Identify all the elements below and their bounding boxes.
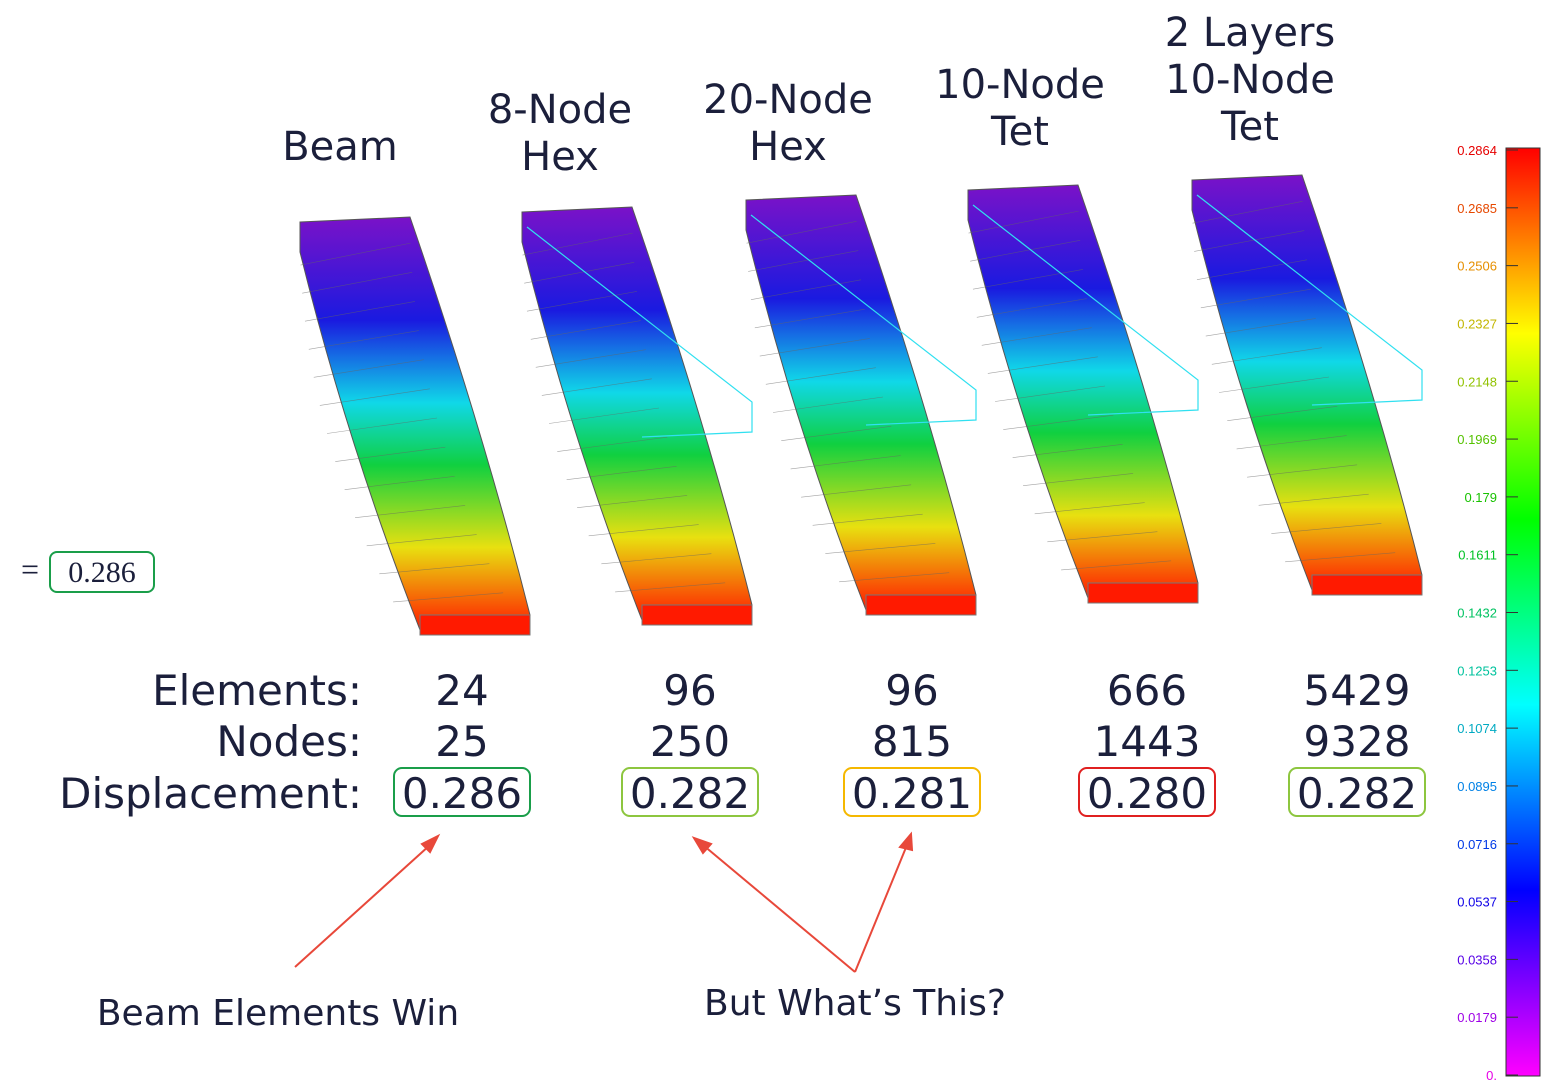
beam-renders [300,175,1422,635]
row-label: Displacement: [59,769,362,818]
formula-value: 0.286 [68,556,136,589]
column-title: Hex [521,134,599,180]
nodes-count: 1443 [1094,717,1201,766]
column-title: Hex [749,124,827,170]
elements-count: 24 [435,666,488,715]
beam-surface [1192,175,1422,590]
elements-count: 96 [885,666,938,715]
row-label: Nodes: [216,717,362,766]
formula-symbol: = [21,551,39,587]
nodes-count: 815 [872,717,952,766]
column-title: 10-Node [1165,57,1335,103]
nodes-count: 9328 [1304,717,1411,766]
beam-end [642,605,752,625]
annotation: Beam Elements Win [97,993,459,1034]
column-title: 2 Layers [1165,10,1336,56]
beam-surface [300,217,530,630]
arrow [855,845,907,972]
beam-surface [522,207,752,620]
legend-label: 0.2148 [1457,374,1497,389]
arrow-head [900,834,912,850]
annotation: But What’s This? [704,983,1006,1024]
beam-end [1088,583,1198,603]
beam-end [866,595,976,615]
column-title: Beam [282,124,398,170]
beam-surface [968,185,1198,598]
legend-label: 0.2685 [1457,201,1497,216]
page: Beam24250.2868-NodeHex962500.28220-NodeH… [0,0,1549,1081]
legend-label: 0.2327 [1457,316,1497,331]
legend-label: 0.179 [1464,490,1497,505]
beam-surface [746,195,976,610]
legend-label: 0.1611 [1458,548,1497,563]
elements-count: 666 [1107,666,1187,715]
legend-label: 0.0537 [1457,895,1497,910]
displacement: 0.282 [1297,769,1417,818]
legend-label: 0.2506 [1457,259,1497,274]
elements-count: 96 [663,666,716,715]
arrow [703,845,855,972]
legend-label: 0.1432 [1457,606,1497,621]
column-title: 10-Node [935,62,1105,108]
legend-label: 0.0716 [1457,837,1497,852]
legend-label: 0.1074 [1457,721,1497,736]
arrows [295,834,912,972]
legend-label: 0.0358 [1457,952,1497,967]
arrow [295,845,430,967]
legend-label: 0.0179 [1457,1010,1497,1025]
column-title: Tet [1220,104,1279,150]
beam-end [1312,575,1422,595]
column-title: Tet [990,109,1049,155]
legend-label: 0.2864 [1457,143,1497,158]
row-label: Elements: [152,666,362,715]
column-title: 8-Node [488,87,632,133]
column-title: 20-Node [703,77,873,123]
displacement: 0.280 [1087,769,1207,818]
nodes-count: 25 [435,717,488,766]
elements-count: 5429 [1304,666,1411,715]
displacement: 0.286 [402,769,522,818]
legend-label: 0.1253 [1457,663,1497,678]
displacement: 0.281 [852,769,972,818]
legend-label: 0.0895 [1457,779,1497,794]
legend-label: 0.1969 [1457,432,1497,447]
beam-end [420,615,530,635]
legend-label: 0. [1486,1068,1497,1081]
displacement: 0.282 [630,769,750,818]
nodes-count: 250 [650,717,730,766]
